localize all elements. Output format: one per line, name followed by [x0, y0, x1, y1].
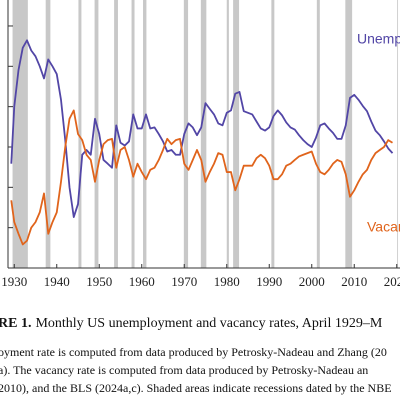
recession-band	[78, 0, 82, 268]
x-tick-label: 2010	[341, 274, 367, 289]
recession-band	[94, 0, 99, 268]
x-tick-label: 1980	[214, 274, 240, 289]
recession-band	[226, 0, 229, 268]
note-line: oyment rate is computed from data produc…	[0, 345, 387, 359]
recession-band	[316, 0, 320, 268]
caption-text: Monthly US unemployment and vacancy rate…	[35, 316, 382, 331]
recession-band	[200, 0, 207, 268]
recession-band	[271, 0, 275, 268]
note-line: 2010), and the BLS (2024a,c). Shaded are…	[0, 381, 392, 395]
caption: RE 1. Monthly US unemployment and vacancy…	[0, 316, 383, 331]
x-tick-label: 1950	[86, 274, 112, 289]
x-tick-label: 1970	[171, 274, 197, 289]
series-line	[10, 39, 394, 218]
recession-band	[131, 0, 135, 268]
plot: 1930 1940 1950 1960 1970 1980 1990 2000 2010 2020…	[1, 0, 400, 289]
x-tick-label: 2020	[384, 274, 400, 289]
series-label: Unemployment	[357, 31, 400, 47]
recession-band	[233, 0, 240, 268]
recession-band	[12, 0, 28, 268]
series-label: Vacancy	[367, 219, 400, 235]
note-line: a). The vacancy rate is computed from da…	[0, 363, 368, 377]
caption-label: RE 1.	[0, 316, 31, 331]
recession-band	[345, 0, 353, 268]
x-tick-label: 2000	[299, 274, 325, 289]
x-tick-label: 1940	[44, 274, 70, 289]
recession-band	[397, 0, 399, 268]
series-line	[10, 109, 393, 246]
recession-band	[45, 0, 51, 268]
x-tick-label: 1990	[256, 274, 282, 289]
x-tick-label: 1930	[1, 274, 27, 289]
recession-band	[183, 0, 189, 268]
x-tick-label: 1960	[129, 274, 155, 289]
recession-band	[143, 0, 147, 268]
